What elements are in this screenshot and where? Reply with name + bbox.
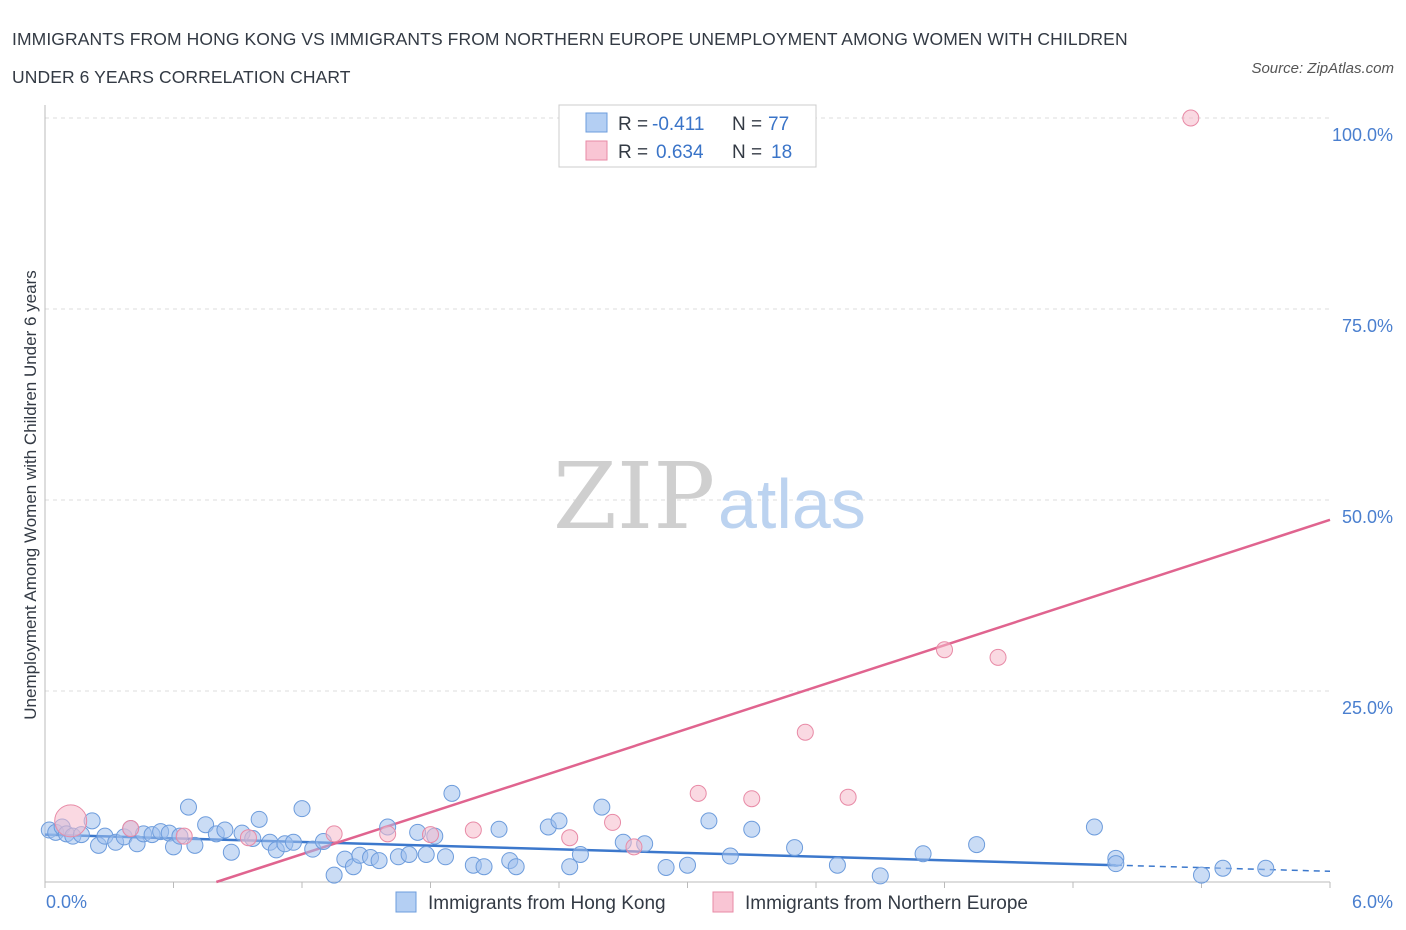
point-ne-16 (989, 648, 1007, 666)
point-hk-57 (571, 845, 589, 863)
point-hk-63 (700, 812, 718, 830)
point-hk-58 (593, 798, 611, 816)
point-ne-15 (936, 641, 953, 659)
y-tick-labels: 25.0% 50.0% 75.0% 100.0% (1332, 125, 1393, 718)
series-legend-swatch-northern-europe (712, 891, 734, 913)
legend-r-value-2: 0.634 (656, 142, 704, 163)
x-tick-label-min: 0.0% (46, 892, 87, 912)
point-ne-11 (689, 784, 707, 802)
point-hk-76 (1107, 855, 1125, 873)
point-hk-62 (679, 856, 696, 874)
series-legend-label-hong-kong: Immigrants from Hong Kong (428, 893, 666, 914)
data-points (40, 109, 1275, 885)
point-ne-1 (122, 820, 140, 838)
point-ne-6 (422, 826, 439, 844)
point-hk-27 (250, 810, 268, 828)
point-hk-66 (786, 839, 804, 857)
series-northern-europe (54, 109, 1200, 856)
point-hk-19 (179, 798, 197, 816)
point-ne-14 (839, 788, 857, 806)
series-hong-kong (40, 784, 1275, 885)
trend-line-northern-europe (215, 518, 1331, 884)
point-hk-67 (828, 856, 846, 874)
point-hk-40 (370, 852, 388, 870)
y-tick-label-1: 50.0% (1342, 507, 1393, 527)
point-hk-74 (1214, 859, 1232, 877)
series-legend-swatch-hong-kong (395, 891, 417, 913)
legend-n-label-2: N = (732, 142, 762, 163)
point-hk-71 (1085, 818, 1103, 836)
point-hk-45 (417, 845, 435, 863)
y-tick-label-2: 75.0% (1342, 316, 1393, 336)
point-hk-47 (436, 848, 454, 866)
point-hk-31 (284, 833, 302, 851)
correlation-legend: R = -0.411 N = 77 R = 0.634 N = 18 (558, 104, 817, 168)
legend-swatch-northern-europe (585, 140, 608, 161)
point-ne-12 (743, 790, 761, 808)
point-ne-4 (325, 825, 343, 843)
point-hk-68 (871, 867, 889, 885)
point-hk-23 (216, 821, 234, 839)
legend-n-label-1: N = (732, 114, 762, 135)
point-hk-69 (914, 845, 932, 863)
point-ne-0 (54, 804, 88, 838)
x-tick-labels: 0.0% 6.0% (46, 892, 1393, 912)
watermark-zip: ZIP (553, 443, 715, 550)
point-hk-35 (325, 866, 343, 884)
point-hk-53 (507, 858, 525, 876)
grid-lines (45, 117, 1330, 692)
point-hk-50 (475, 858, 493, 876)
point-hk-48 (443, 784, 461, 802)
legend-n-value-2: 18 (771, 142, 792, 163)
y-axis-label: Unemployment Among Women with Children U… (21, 270, 40, 719)
legend-r-label-1: R = (618, 114, 648, 135)
point-ne-8 (561, 829, 579, 847)
point-ne-10 (625, 838, 643, 856)
point-hk-43 (400, 845, 418, 863)
point-ne-5 (379, 825, 397, 843)
point-hk-56 (561, 858, 579, 876)
series-legend: Immigrants from Hong Kong Immigrants fro… (395, 891, 1028, 914)
watermark-atlas: atlas (718, 465, 866, 543)
source-label: Source: ZipAtlas.com (1251, 60, 1394, 77)
legend-r-label-2: R = (618, 142, 648, 163)
point-ne-2 (175, 827, 193, 845)
point-ne-17 (1182, 109, 1200, 127)
point-ne-9 (604, 813, 622, 831)
y-tick-label-0: 25.0% (1342, 698, 1393, 718)
axes (44, 105, 1331, 888)
point-ne-7 (464, 821, 482, 839)
point-hk-51 (490, 820, 508, 838)
trend-line-extension-hong-kong (1115, 864, 1331, 873)
point-hk-64 (721, 847, 739, 865)
x-tick-label-max: 6.0% (1352, 892, 1393, 912)
point-hk-32 (293, 800, 311, 818)
legend-r-value-1: -0.411 (652, 114, 704, 135)
point-ne-3 (239, 829, 257, 847)
point-hk-61 (657, 858, 675, 876)
point-hk-73 (1193, 866, 1210, 884)
point-hk-75 (1257, 859, 1275, 877)
chart-title-line-1: IMMIGRANTS FROM HONG KONG VS IMMIGRANTS … (12, 29, 1128, 49)
chart-title-line-2: UNDER 6 YEARS CORRELATION CHART (12, 67, 351, 87)
point-hk-65 (743, 820, 761, 838)
point-hk-70 (968, 836, 986, 854)
y-tick-label-3: 100.0% (1332, 125, 1393, 145)
series-legend-label-northern-europe: Immigrants from Northern Europe (745, 893, 1028, 914)
point-hk-55 (550, 812, 568, 830)
point-ne-13 (796, 723, 814, 741)
chart-title: IMMIGRANTS FROM HONG KONG VS IMMIGRANTS … (12, 20, 1262, 96)
point-hk-24 (222, 843, 240, 861)
legend-n-value-1: 77 (768, 114, 789, 135)
watermark: ZIP atlas (553, 443, 866, 550)
legend-swatch-hong-kong (585, 112, 608, 133)
